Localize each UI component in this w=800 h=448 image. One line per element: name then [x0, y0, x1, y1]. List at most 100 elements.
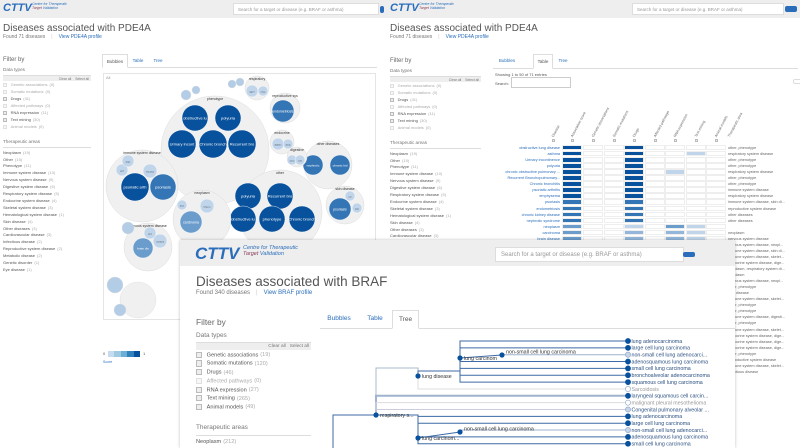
- score-cell[interactable]: [624, 223, 644, 230]
- score-cell[interactable]: [706, 145, 726, 151]
- score-cell[interactable]: [624, 187, 644, 193]
- search-button[interactable]: [683, 252, 695, 257]
- score-cell[interactable]: [665, 193, 685, 199]
- data-type-filter[interactable]: Genetic associations (0): [390, 83, 441, 88]
- therapeutic-area-filter[interactable]: Other diseases (3): [3, 226, 37, 231]
- tree-node[interactable]: [457, 429, 463, 435]
- therapeutic-area-filter[interactable]: Cardiovascular disease (3): [390, 233, 438, 238]
- checkbox[interactable]: [3, 124, 8, 129]
- select-all-button[interactable]: Select all: [75, 76, 89, 81]
- therapeutic-area-filter[interactable]: Skin disease (4): [3, 219, 33, 224]
- checkbox[interactable]: [3, 103, 8, 108]
- checkbox[interactable]: [196, 377, 203, 384]
- search-button[interactable]: [380, 6, 384, 13]
- score-cell[interactable]: [604, 193, 624, 199]
- tree-leaf-node[interactable]: [625, 358, 631, 365]
- score-cell[interactable]: [706, 181, 726, 187]
- disease-link[interactable]: nephrotic syndrome: [526, 218, 560, 223]
- data-type-filter[interactable]: Animal models (0): [3, 124, 44, 129]
- disease-link[interactable]: psoriatic arthritis: [532, 188, 560, 193]
- cttv-logo[interactable]: CTTV Centre for Therapeutic Target Valida…: [390, 2, 455, 14]
- sort-icon[interactable]: [695, 139, 698, 142]
- score-cell[interactable]: [645, 199, 665, 205]
- disease-link[interactable]: polyuria: [546, 164, 560, 169]
- score-cell[interactable]: [686, 145, 706, 151]
- checkbox[interactable]: [3, 96, 8, 101]
- score-cell[interactable]: [604, 157, 624, 163]
- score-cell[interactable]: [686, 157, 706, 163]
- score-cell[interactable]: [665, 217, 685, 224]
- score-cell[interactable]: [604, 169, 624, 175]
- score-cell[interactable]: [604, 145, 624, 151]
- sort-icon[interactable]: [571, 139, 574, 142]
- score-cell[interactable]: [665, 175, 685, 181]
- therapeutic-area-filter[interactable]: Respiratory system disease (5): [390, 192, 446, 197]
- search-input[interactable]: Search for a target or disease (e.g. BRA…: [632, 3, 784, 15]
- cttv-logo[interactable]: CTTV Centre for Therapeutic Target Valida…: [195, 244, 299, 263]
- checkbox[interactable]: [390, 118, 395, 123]
- checkbox[interactable]: [390, 111, 395, 116]
- score-cell[interactable]: [604, 175, 624, 181]
- tree-leaf-node[interactable]: [625, 427, 631, 433]
- therapeutic-area-filter[interactable]: Cardiovascular disease (3): [3, 232, 51, 237]
- score-cell[interactable]: [686, 175, 706, 181]
- search-input[interactable]: Search for a target or disease (e.g. BRA…: [233, 3, 379, 15]
- score-cell[interactable]: [624, 229, 644, 236]
- data-type-filter[interactable]: Genetic associations (19): [196, 351, 270, 358]
- disease-link[interactable]: brain disease: [537, 236, 560, 241]
- tree-node[interactable]: [499, 352, 505, 358]
- sort-icon[interactable]: [613, 139, 616, 142]
- score-cell[interactable]: [686, 193, 706, 199]
- score-cell[interactable]: [583, 187, 603, 193]
- score-cell[interactable]: [583, 223, 603, 230]
- checkbox[interactable]: [196, 386, 203, 393]
- data-type-filter[interactable]: Text mining (30): [390, 118, 427, 123]
- score-cell[interactable]: [583, 181, 603, 187]
- disease-link[interactable]: carcinoma: [542, 230, 560, 235]
- score-cell[interactable]: [562, 187, 582, 193]
- score-cell[interactable]: [645, 145, 665, 151]
- score-cell[interactable]: [645, 181, 665, 187]
- disease-link[interactable]: emphysema: [539, 194, 560, 199]
- therapeutic-area-filter[interactable]: Neoplasm (19): [390, 151, 417, 156]
- column-header[interactable]: Association score: [570, 111, 587, 138]
- tab-tree[interactable]: Tree: [392, 310, 419, 329]
- therapeutic-area-filter[interactable]: Skeletal system disease (3): [3, 205, 53, 210]
- tree-node[interactable]: [415, 435, 421, 441]
- score-cell[interactable]: [604, 229, 624, 236]
- tree-leaf-node[interactable]: [625, 399, 631, 406]
- score-cell[interactable]: [706, 163, 726, 169]
- score-cell[interactable]: [583, 199, 603, 205]
- table-options-button[interactable]: [793, 79, 800, 84]
- score-cell[interactable]: [706, 205, 726, 211]
- score-cell[interactable]: [624, 151, 644, 157]
- disease-link[interactable]: endometriosis: [536, 206, 560, 211]
- disease-link[interactable]: neoplasm: [543, 224, 560, 229]
- checkbox[interactable]: [390, 97, 395, 102]
- sort-icon[interactable]: [552, 139, 555, 142]
- tree-leaf-node[interactable]: [625, 338, 631, 344]
- column-header[interactable]: Therapeutic area: [727, 112, 744, 138]
- select-all-button[interactable]: Select all: [289, 343, 309, 349]
- score-cell[interactable]: [706, 217, 726, 224]
- score-cell[interactable]: [645, 151, 665, 157]
- score-cell[interactable]: [645, 169, 665, 175]
- tree-leaf-node[interactable]: [625, 392, 631, 399]
- data-type-filter[interactable]: Somatic mutations (0): [390, 90, 437, 95]
- score-cell[interactable]: [665, 205, 685, 211]
- score-cell[interactable]: [706, 199, 726, 205]
- score-cell[interactable]: [665, 163, 685, 169]
- score-cell[interactable]: [645, 193, 665, 199]
- data-type-filter[interactable]: RNA expression (11): [3, 110, 48, 115]
- score-cell[interactable]: [706, 151, 726, 157]
- data-type-filter[interactable]: Affected pathways (0): [390, 104, 437, 109]
- select-all-button[interactable]: Select all: [465, 77, 479, 82]
- disease-link[interactable]: obstructive lung disease: [519, 146, 560, 150]
- view-profile-link[interactable]: View PDE4A profile: [445, 34, 489, 40]
- score-cell[interactable]: [624, 199, 644, 205]
- checkbox[interactable]: [196, 351, 203, 358]
- score-cell[interactable]: [686, 199, 706, 205]
- column-header[interactable]: Genetic associations: [591, 106, 611, 138]
- checkbox[interactable]: [196, 395, 203, 402]
- therapeutic-area-filter[interactable]: Skin disease (4): [390, 220, 420, 225]
